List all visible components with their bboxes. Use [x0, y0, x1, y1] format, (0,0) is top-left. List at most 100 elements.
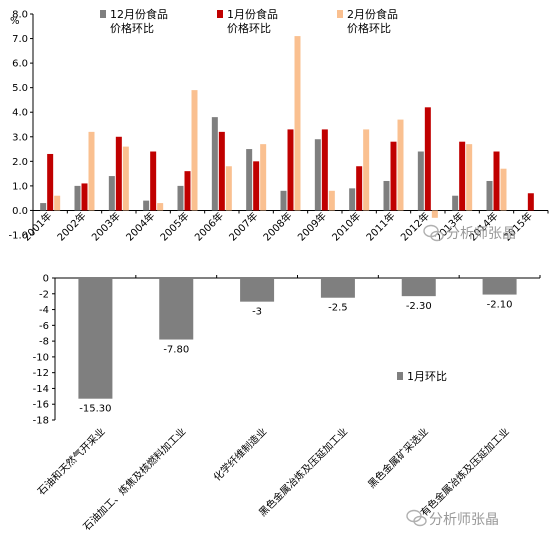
chart-1-x-tick-label: 2010年 [329, 209, 363, 243]
chart-2-data-label: -15.30 [79, 404, 111, 415]
chart-1-bar [191, 90, 198, 211]
chart-1-y-tick-label: -1.0 [8, 231, 28, 242]
wechat-icon [406, 509, 427, 527]
chart-1-y-tick-label: 8.0 [12, 10, 28, 21]
chart-1-bar [218, 131, 225, 211]
chart-1-bar [500, 168, 507, 211]
wechat-icon [423, 224, 444, 242]
watermark-bottom: 分析师张晶 [406, 509, 499, 528]
chart-2-data-label: -3 [252, 307, 262, 318]
chart-1-bar [349, 188, 356, 211]
chart-1-x-tick-label: 2004年 [123, 209, 157, 243]
chart-1-legend-swatch [337, 10, 343, 18]
chart-2-bar [159, 278, 194, 340]
chart-1-y-tick-label: 3.0 [12, 132, 28, 143]
chart-1-legend-line: 12月份食品 [110, 7, 168, 21]
chart-1-bar [431, 210, 438, 218]
chart-1-legend-line: 2月份食品 [347, 7, 398, 21]
chart-1-legend-line: 价格环比 [227, 21, 271, 35]
chart-1-bar [88, 131, 95, 211]
chart-1-bar [493, 151, 500, 211]
chart-1-x-tick-label: 2002年 [54, 209, 88, 243]
chart-1-legend-line: 价格环比 [347, 21, 391, 35]
chart-1-bar [115, 136, 122, 211]
chart-1-x-tick-label: 2007年 [226, 209, 260, 243]
chart-1-legend-label: 12月份食品价格环比 [110, 7, 168, 35]
chart-1-bar [74, 185, 81, 211]
chart-2-industry-price: -18 -16 -14 -12 -10 -8 -6 -4 -2 0 -15.30 石油和天然气开采业 -… [33, 274, 541, 533]
chart-1-legend-swatch [217, 10, 223, 18]
chart-1-bar [466, 144, 473, 211]
chart-2-legend-label: 1月环比 [407, 370, 447, 383]
chart-2-y-tick-label: -6 [39, 321, 49, 332]
chart-2-y-tick-label: -8 [39, 337, 49, 348]
chart-1-bar [81, 183, 88, 211]
chart-1-legend-swatch [100, 10, 106, 18]
chart-1-x-tick-label: 2008年 [260, 209, 294, 243]
chart-2-y-tick-label: 0 [43, 274, 49, 285]
chart-1-bar [108, 176, 115, 211]
chart-1-bar [390, 141, 397, 211]
chart-1-bar [397, 119, 404, 211]
chart-1-y-tick-label: 4.0 [12, 108, 28, 119]
chart-1-y-tick-label: 7.0 [12, 34, 28, 45]
chart-1-bar [459, 141, 466, 211]
chart-1-bar [150, 151, 157, 211]
chart-1-bar [260, 144, 267, 211]
chart-2-y-tick-label: -2 [39, 289, 49, 300]
chart-1-legend-line: 1月份食品 [227, 7, 278, 21]
chart-2-y-tick-label: -4 [39, 305, 49, 316]
chart-1-y-tick-label: 2.0 [12, 157, 28, 168]
watermark-top: 分析师张晶 [423, 224, 516, 242]
chart-1-legend-label: 1月份食品价格环比 [227, 7, 278, 35]
chart-1-bar [383, 180, 390, 211]
chart-1-bar [486, 180, 493, 211]
chart-1-bar [328, 190, 335, 211]
chart-1-y-tick-label: 5.0 [12, 83, 28, 94]
chart-1-bar [157, 203, 164, 211]
chart-1-bar [211, 117, 218, 211]
chart-2-x-tick-label: 有色金属冶炼及压延加工业 [418, 425, 512, 519]
chart-2-data-label: -2.30 [406, 301, 432, 312]
chart-1-bar [54, 195, 61, 211]
chart-1-bar [417, 151, 424, 211]
chart-1-bar [246, 149, 253, 211]
chart-1-x-tick-label: 2009年 [295, 209, 329, 243]
chart-1-legend-label: 2月份食品价格环比 [347, 7, 398, 35]
chart-2-bar [320, 278, 355, 298]
chart-1-bar [356, 166, 363, 211]
chart-1-bar [122, 146, 129, 211]
chart-2-bar [78, 278, 113, 399]
chart-1-y-unit: % [10, 16, 20, 27]
chart-1-x-tick-label: 2003年 [89, 209, 123, 243]
chart-2-y-tick-label: -14 [33, 384, 49, 395]
chart-1-food-price: -1.00.01.02.03.04.05.06.07.08.0%2001年 200… [8, 7, 549, 244]
chart-2-bar [401, 278, 436, 297]
chart-1-x-tick-label: 2011年 [363, 209, 397, 243]
chart-1-bar [177, 185, 184, 211]
chart-1-legend-line: 价格环比 [110, 21, 154, 35]
chart-1-bar [253, 161, 260, 211]
chart-1-y-tick-label: 0.0 [12, 206, 28, 217]
chart-1-x-tick-label: 2006年 [192, 209, 226, 243]
chart-1-x-tick-label: 2005年 [157, 209, 191, 243]
chart-1-bar [314, 139, 321, 211]
chart-1-bar [527, 193, 534, 211]
chart-1-bar [184, 171, 191, 211]
chart-2-legend-swatch [397, 372, 403, 380]
chart-1-bar [280, 190, 287, 211]
chart-2-y-tick-label: -10 [33, 352, 49, 363]
chart-2-x-tick-label: 化学纤维制造业 [211, 425, 270, 484]
chart-2-data-label: -2.5 [328, 303, 348, 314]
watermark-text-bottom: 分析师张晶 [429, 512, 499, 528]
chart-2-y-tick-label: -16 [33, 400, 49, 411]
chart-1-y-tick-label: 1.0 [12, 181, 28, 192]
chart-2-data-label: -2.10 [487, 300, 513, 311]
chart-1-bar [424, 107, 431, 211]
chart-2-x-tick-label: 石油和天然气开采业 [35, 425, 108, 498]
chart-1-bar [287, 129, 294, 211]
chart-1-bar [47, 153, 54, 211]
chart-1-bar [363, 129, 370, 211]
chart-2-x-tick-label: 黑色金属冶炼及压延加工业 [256, 425, 350, 519]
